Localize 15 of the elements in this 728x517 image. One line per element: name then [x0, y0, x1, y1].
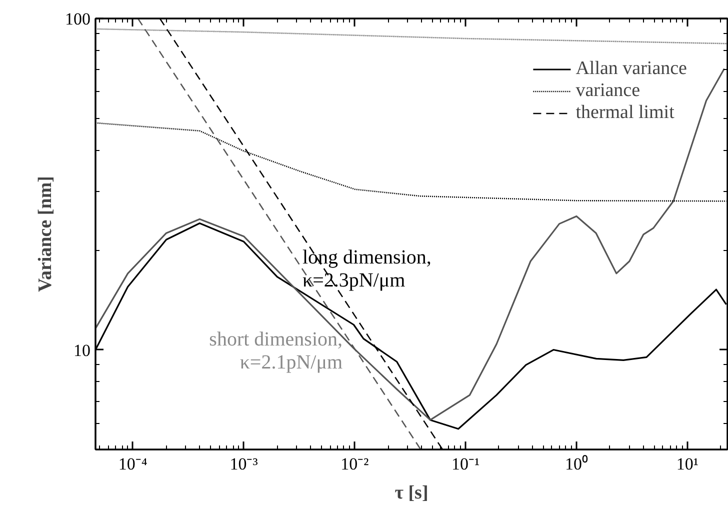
y-tick-label: 100	[65, 10, 90, 28]
x-tick-label: 10⁻³	[230, 454, 258, 474]
legend-label: variance	[576, 80, 640, 102]
x-tick-label: 10⁻⁴	[118, 454, 148, 474]
x-tick-label: 10⁻¹	[452, 454, 480, 474]
legend-label: Allan variance	[576, 58, 687, 80]
x-tick-label: 10¹	[676, 454, 698, 474]
y-tick-label: 10	[74, 340, 90, 360]
annotation: long dimension, κ=2.3pN/μm	[302, 246, 432, 292]
x-tick-label: 10⁰	[564, 454, 588, 474]
x-tick-label: 10⁻²	[340, 454, 369, 474]
annotation: short dimension, κ=2.1pN/μm	[209, 328, 343, 374]
y-axis-title: Variance [nm]	[35, 176, 56, 292]
legend-label: thermal limit	[576, 102, 674, 124]
x-axis-title: τ [s]	[394, 482, 428, 504]
